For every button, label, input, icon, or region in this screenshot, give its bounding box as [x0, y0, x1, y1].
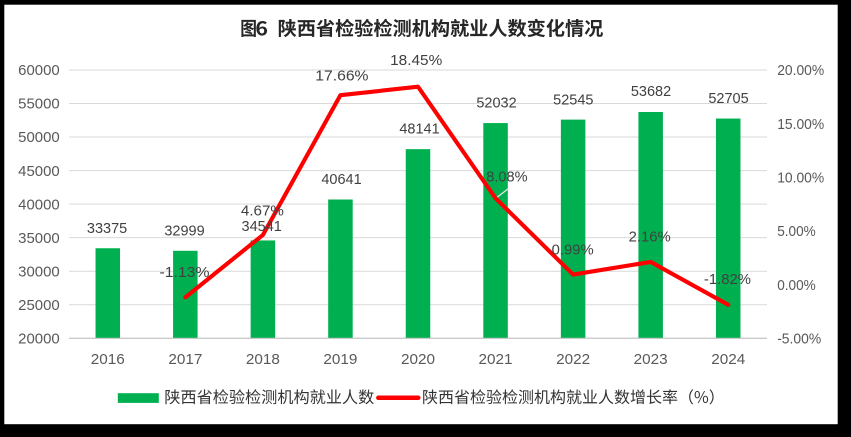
svg-text:34541: 34541 — [242, 219, 282, 235]
svg-text:-5.00%: -5.00% — [777, 331, 821, 347]
svg-text:18.45%: 18.45% — [390, 53, 442, 69]
svg-text:33375: 33375 — [87, 221, 127, 237]
svg-text:2019: 2019 — [323, 352, 357, 368]
svg-text:5.00%: 5.00% — [777, 224, 816, 240]
svg-text:2022: 2022 — [556, 352, 590, 368]
svg-text:8.08%: 8.08% — [486, 170, 528, 186]
svg-text:2020: 2020 — [401, 352, 435, 368]
svg-text:0.99%: 0.99% — [552, 242, 594, 258]
svg-text:53682: 53682 — [631, 84, 671, 100]
svg-text:32999: 32999 — [164, 223, 204, 239]
svg-text:17.66%: 17.66% — [315, 69, 369, 85]
svg-text:25000: 25000 — [18, 298, 60, 314]
svg-text:10.00%: 10.00% — [777, 170, 824, 186]
svg-text:35000: 35000 — [18, 231, 60, 247]
svg-text:52545: 52545 — [553, 92, 593, 108]
svg-text:20000: 20000 — [18, 331, 60, 347]
svg-text:52032: 52032 — [476, 96, 516, 112]
svg-text:60000: 60000 — [18, 63, 60, 79]
svg-text:30000: 30000 — [18, 264, 60, 280]
svg-text:40000: 40000 — [18, 197, 60, 213]
svg-text:2023: 2023 — [634, 352, 668, 368]
svg-text:0.00%: 0.00% — [777, 278, 816, 294]
svg-text:2.16%: 2.16% — [629, 229, 671, 245]
svg-text:2021: 2021 — [479, 352, 513, 368]
svg-text:4.67%: 4.67% — [241, 203, 284, 219]
svg-text:2018: 2018 — [246, 352, 280, 368]
svg-text:2024: 2024 — [711, 352, 745, 368]
svg-text:55000: 55000 — [18, 97, 60, 113]
svg-text:2017: 2017 — [168, 352, 202, 368]
svg-text:15.00%: 15.00% — [777, 117, 824, 133]
svg-text:40641: 40641 — [321, 172, 361, 188]
svg-text:52705: 52705 — [708, 91, 748, 107]
svg-text:20.00%: 20.00% — [777, 63, 824, 79]
svg-text:45000: 45000 — [18, 164, 60, 180]
svg-text:-1.82%: -1.82% — [704, 272, 751, 288]
svg-text:50000: 50000 — [18, 130, 60, 146]
svg-text:48141: 48141 — [399, 121, 439, 137]
svg-text:2016: 2016 — [91, 352, 125, 368]
svg-text:-1.13%: -1.13% — [160, 265, 210, 281]
